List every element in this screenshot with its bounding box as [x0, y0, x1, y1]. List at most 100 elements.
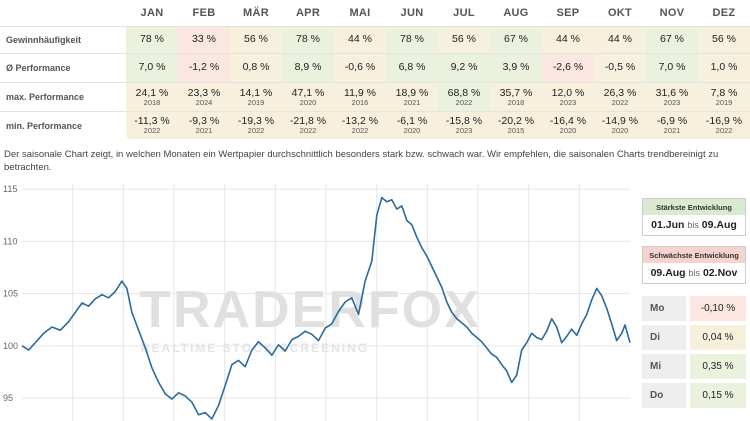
table-cell: 6,8 % [386, 53, 438, 82]
table-cell: -14,9 % 2020 [594, 111, 646, 139]
cell-value: 44 % [348, 33, 372, 46]
month-header: DEZ [712, 7, 736, 19]
cell-value: 78 % [296, 33, 320, 46]
cell-value: -11,3 % [134, 115, 170, 128]
table-cell: 0,8 % [230, 53, 282, 82]
cell-value: 3,9 % [502, 61, 530, 74]
cell-value: -1,2 % [188, 61, 220, 74]
weakest-to: 02.Nov [702, 267, 738, 279]
cell-value: -19,3 % [237, 115, 275, 128]
table-cell: 7,0 % [646, 53, 698, 82]
month-header: OKT [607, 7, 633, 19]
y-tick-label: 115 [3, 184, 17, 194]
table-cell: 56 % [698, 26, 750, 53]
cell-year: 2022 [455, 97, 473, 107]
cell-year: 2022 [351, 126, 369, 136]
weekday-value: -0,10 % [690, 296, 746, 321]
row-label: Ø Performance [0, 53, 126, 82]
weekday-label: Do [642, 383, 686, 408]
cell-year: 2022 [247, 126, 265, 136]
y-tick-label: 95 [3, 393, 13, 403]
cell-year: 2021 [195, 126, 213, 136]
cell-value: 78 % [140, 33, 164, 46]
cell-value: 31,6 % [655, 86, 689, 99]
cell-value: 44 % [608, 33, 632, 46]
table-cell: 7,0 % [126, 53, 178, 82]
cell-value: 12,0 % [551, 86, 585, 99]
table-cell: -13,2 % 2022 [334, 111, 386, 139]
cell-year: 2016 [351, 97, 369, 107]
cell-value: 23,3 % [187, 86, 221, 99]
strongest-range: 01.Jun bis 09.Aug [643, 215, 745, 235]
weekday-label: Mi [642, 354, 686, 379]
weakest-title: Schwächste Entwicklung [649, 251, 739, 260]
cell-value: 0,8 % [242, 61, 270, 74]
cell-year: 2022 [299, 126, 317, 136]
table-cell: 67 % [646, 26, 698, 53]
strongest-sep: bis [687, 220, 699, 230]
cell-value: -16,9 % [705, 115, 743, 128]
weakest-range: 09.Aug bis 02.Nov [643, 263, 745, 283]
table-cell: -6,1 % 2020 [386, 111, 438, 139]
weekday-label: Di [642, 325, 686, 350]
table-cell: 56 % [438, 26, 490, 53]
strongest-to: 09.Aug [701, 219, 737, 231]
table-cell: -0,6 % [334, 53, 386, 82]
table-cell: 44 % [542, 26, 594, 53]
cell-value: -15,8 % [445, 115, 483, 128]
cell-year: 2021 [403, 97, 421, 107]
watermark-tagline: REALTIME STOCK SCREENING [141, 341, 369, 355]
row-label: Gewinnhäufigkeit [0, 26, 126, 53]
cell-year: 2020 [611, 126, 629, 136]
cell-year: 2018 [143, 97, 161, 107]
y-tick-label: 100 [3, 341, 18, 351]
cell-value: 26,3 % [603, 86, 637, 99]
table-cell: 8,9 % [282, 53, 334, 82]
weekday-value: 0,15 % [690, 383, 746, 408]
month-header: JUN [400, 7, 424, 19]
weakest-development-box: Schwächste Entwicklung 09.Aug bis 02.Nov [642, 246, 746, 284]
table-cell: 14,1 % 2019 [230, 82, 282, 111]
cell-value: 67 % [660, 33, 684, 46]
cell-year: 2023 [559, 97, 577, 107]
cell-value: 18,9 % [395, 86, 429, 99]
month-header: MAI [349, 7, 371, 19]
table-cell: 78 % [386, 26, 438, 53]
row-label: max. Performance [0, 82, 126, 111]
month-header: AUG [503, 7, 529, 19]
cell-value: 67 % [504, 33, 528, 46]
series-line [21, 196, 631, 420]
cell-year: 2021 [663, 126, 681, 136]
table-cell: 33 % [178, 26, 230, 53]
weekday-row: Do 0,15 % [642, 383, 746, 408]
cell-value: 56 % [712, 33, 736, 46]
cell-year: 2020 [299, 97, 317, 107]
cell-value: 7,0 % [658, 61, 686, 74]
stats-grid: JAN FEB MÄR APR MAI JUN JUL AUG SEP OKT NOV DEZ Gewi… [0, 0, 750, 139]
cell-value: 9,2 % [450, 61, 478, 74]
table-cell: 9,2 % [438, 53, 490, 82]
cell-year: 2022 [143, 126, 161, 136]
cell-year: 2023 [455, 126, 473, 136]
table-cell: 67 % [490, 26, 542, 53]
table-cell: 56 % [230, 26, 282, 53]
cell-value: -16,4 % [549, 115, 587, 128]
cell-year: 2019 [715, 97, 733, 107]
table-cell: -20,2 % 2015 [490, 111, 542, 139]
table-cell: -9,3 % 2021 [178, 111, 230, 139]
table-cell: 23,3 % 2024 [178, 82, 230, 111]
cell-value: -20,2 % [497, 115, 535, 128]
cell-value: -13,2 % [341, 115, 379, 128]
cell-value: 1,0 % [710, 61, 738, 74]
cell-year: 2024 [195, 97, 213, 107]
table-cell: 31,6 % 2023 [646, 82, 698, 111]
cell-value: 56 % [452, 33, 476, 46]
watermark-brand: TRADERFOX [139, 281, 481, 339]
table-cell: -2,6 % [542, 53, 594, 82]
month-header: SEP [556, 7, 580, 19]
y-tick-label: 110 [3, 236, 17, 246]
weekday-value: 0,35 % [690, 354, 746, 379]
month-header: MÄR [243, 7, 269, 19]
chart-description: Der saisonale Chart zeigt, in welchen Mo… [4, 149, 719, 173]
cell-value: 35,7 % [499, 86, 533, 99]
